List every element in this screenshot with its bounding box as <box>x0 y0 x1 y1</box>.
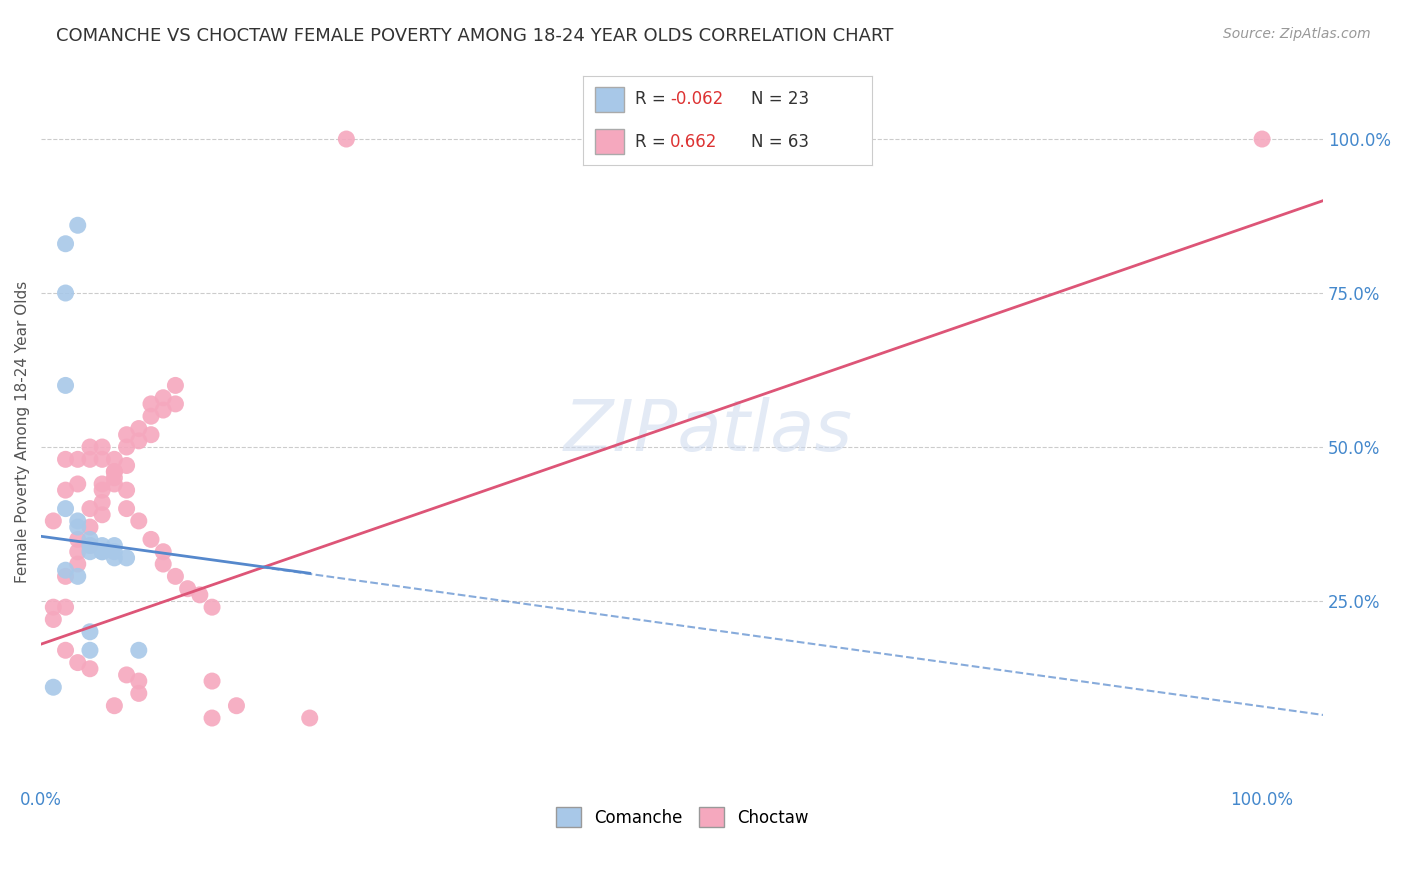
Point <box>152 391 174 405</box>
Point <box>139 533 162 547</box>
Point <box>55 286 77 301</box>
Point <box>91 440 114 454</box>
Point <box>128 643 150 657</box>
Point <box>91 477 114 491</box>
Point <box>201 711 224 725</box>
Point <box>79 501 101 516</box>
Point <box>42 514 65 528</box>
Text: N = 23: N = 23 <box>751 90 808 108</box>
Point <box>139 397 162 411</box>
Point <box>103 539 125 553</box>
Point <box>79 520 101 534</box>
Point <box>165 569 187 583</box>
Point <box>103 698 125 713</box>
Point <box>176 582 198 596</box>
Point <box>103 465 125 479</box>
Point <box>115 501 138 516</box>
Point <box>66 477 89 491</box>
Point <box>79 539 101 553</box>
Point <box>55 452 77 467</box>
Point <box>66 520 89 534</box>
Bar <box>595 129 624 154</box>
Point <box>55 236 77 251</box>
Point <box>66 219 89 233</box>
Point <box>66 533 89 547</box>
Point <box>165 378 187 392</box>
Point <box>79 452 101 467</box>
Point <box>152 557 174 571</box>
Point <box>91 508 114 522</box>
Point <box>55 600 77 615</box>
Point <box>115 458 138 473</box>
Point <box>91 539 114 553</box>
Point <box>335 132 357 146</box>
Point <box>79 539 101 553</box>
Point <box>103 465 125 479</box>
Point <box>115 483 138 497</box>
Point <box>79 662 101 676</box>
Point <box>115 440 138 454</box>
Text: R =: R = <box>636 90 672 108</box>
Point <box>79 624 101 639</box>
Point <box>152 403 174 417</box>
Point <box>91 483 114 497</box>
Point <box>115 427 138 442</box>
Point <box>55 378 77 392</box>
Point <box>188 588 211 602</box>
Point <box>128 686 150 700</box>
Point <box>55 501 77 516</box>
Point <box>128 514 150 528</box>
Point <box>55 643 77 657</box>
Point <box>79 545 101 559</box>
Point <box>91 495 114 509</box>
Point <box>1251 132 1274 146</box>
Point <box>165 397 187 411</box>
Text: N = 63: N = 63 <box>751 133 808 151</box>
Bar <box>595 87 624 112</box>
Point <box>103 545 125 559</box>
Point <box>66 569 89 583</box>
Text: R =: R = <box>636 133 676 151</box>
Point <box>103 477 125 491</box>
Point <box>79 533 101 547</box>
Point <box>66 545 89 559</box>
Point <box>103 471 125 485</box>
Point <box>103 550 125 565</box>
Point <box>128 434 150 448</box>
Point <box>115 550 138 565</box>
Point <box>128 421 150 435</box>
Point <box>42 612 65 626</box>
Point <box>79 440 101 454</box>
Point <box>115 668 138 682</box>
Point <box>91 545 114 559</box>
Point <box>225 698 247 713</box>
Point <box>103 452 125 467</box>
Point <box>298 711 321 725</box>
Point <box>139 409 162 424</box>
Point <box>91 545 114 559</box>
Point <box>42 600 65 615</box>
Point <box>66 514 89 528</box>
Text: 0.662: 0.662 <box>671 133 717 151</box>
Point <box>79 643 101 657</box>
Point <box>201 600 224 615</box>
Point <box>91 452 114 467</box>
Y-axis label: Female Poverty Among 18-24 Year Olds: Female Poverty Among 18-24 Year Olds <box>15 280 30 582</box>
Legend: Comanche, Choctaw: Comanche, Choctaw <box>548 800 815 834</box>
Point <box>66 656 89 670</box>
Point <box>55 569 77 583</box>
Point <box>55 483 77 497</box>
Point <box>152 545 174 559</box>
Text: COMANCHE VS CHOCTAW FEMALE POVERTY AMONG 18-24 YEAR OLDS CORRELATION CHART: COMANCHE VS CHOCTAW FEMALE POVERTY AMONG… <box>56 27 894 45</box>
Text: ZIPatlas: ZIPatlas <box>564 397 852 467</box>
Text: Source: ZipAtlas.com: Source: ZipAtlas.com <box>1223 27 1371 41</box>
Text: -0.062: -0.062 <box>671 90 723 108</box>
Point <box>139 427 162 442</box>
Point <box>201 674 224 689</box>
Point <box>66 452 89 467</box>
Point <box>42 680 65 694</box>
Point <box>55 563 77 577</box>
Point <box>128 674 150 689</box>
Point <box>66 557 89 571</box>
